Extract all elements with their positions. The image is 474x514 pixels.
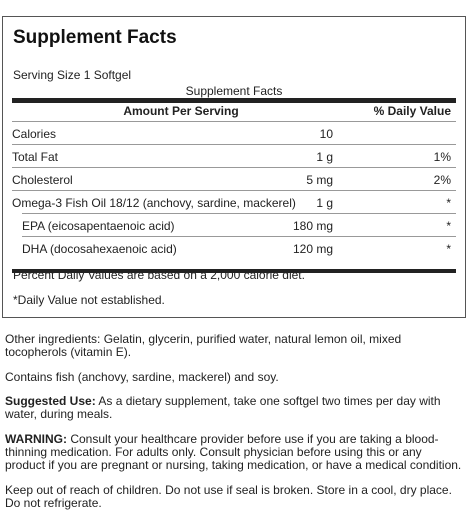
- storage-instructions: Keep out of reach of children. Do not us…: [5, 483, 452, 510]
- nutrient-daily-value: 2%: [433, 173, 451, 187]
- suggested-use: Suggested Use: As a dietary supplement, …: [5, 395, 465, 421]
- allergen-statement: Contains fish (anchovy, sardine, mackere…: [5, 370, 279, 384]
- table-row: Omega-3 Fish Oil 18/12 (anchovy, sardine…: [12, 190, 456, 213]
- nutrient-daily-value: *: [446, 219, 451, 233]
- nutrient-daily-value: 1%: [433, 150, 451, 164]
- serving-size: Serving Size 1 Softgel: [13, 68, 132, 82]
- nutrient-daily-value: *: [446, 242, 451, 256]
- warning-text: Consult your healthcare provider before …: [5, 432, 462, 472]
- nutrient-amount: 5 mg: [306, 173, 333, 187]
- thick-divider: [12, 98, 456, 103]
- footnote-not-established: *Daily Value not established.: [13, 293, 165, 307]
- header-amount-per-serving: Amount Per Serving: [123, 104, 239, 118]
- warning-label: WARNING:: [5, 432, 67, 446]
- suggested-use-text: As a dietary supplement, take one softge…: [5, 394, 441, 421]
- table-header: Amount Per Serving % Daily Value: [12, 103, 456, 121]
- nutrient-amount: 1 g: [316, 196, 333, 210]
- table-caption: Supplement Facts: [185, 84, 283, 98]
- other-ingredients: Other ingredients: Gelatin, glycerin, pu…: [5, 332, 402, 359]
- supplement-facts-panel: Supplement Facts Serving Size 1 Softgel …: [2, 16, 466, 318]
- nutrient-name: EPA (eicosapentaenoic acid): [22, 219, 175, 233]
- nutrient-amount: 1 g: [316, 150, 333, 164]
- nutrient-daily-value: *: [446, 196, 451, 210]
- nutrient-amount: 180 mg: [292, 219, 333, 233]
- table-row: Cholesterol 5 mg 2%: [12, 167, 456, 190]
- footnote-daily-values: Percent Daily Values are based on a 2,00…: [13, 268, 305, 282]
- nutrient-name: Omega-3 Fish Oil 18/12 (anchovy, sardine…: [12, 196, 296, 210]
- table-row: Calories 10: [12, 121, 456, 144]
- table-row: Total Fat 1 g 1%: [12, 144, 456, 167]
- nutrient-amount: 10: [319, 127, 333, 141]
- nutrient-name: DHA (docosahexaenoic acid): [22, 242, 177, 256]
- suggested-use-label: Suggested Use:: [5, 394, 96, 408]
- table-row: EPA (eicosapentaenoic acid) 180 mg *: [22, 213, 456, 236]
- header-daily-value: % Daily Value: [373, 104, 451, 118]
- panel-title: Supplement Facts: [13, 27, 177, 48]
- nutrient-amount: 120 mg: [292, 242, 333, 256]
- nutrient-name: Calories: [12, 127, 57, 141]
- table-row: DHA (docosahexaenoic acid) 120 mg *: [22, 236, 456, 259]
- warning: WARNING: Consult your healthcare provide…: [5, 433, 465, 472]
- nutrient-name: Total Fat: [12, 150, 59, 164]
- nutrient-name: Cholesterol: [12, 173, 73, 187]
- bottom-divider: [12, 269, 456, 273]
